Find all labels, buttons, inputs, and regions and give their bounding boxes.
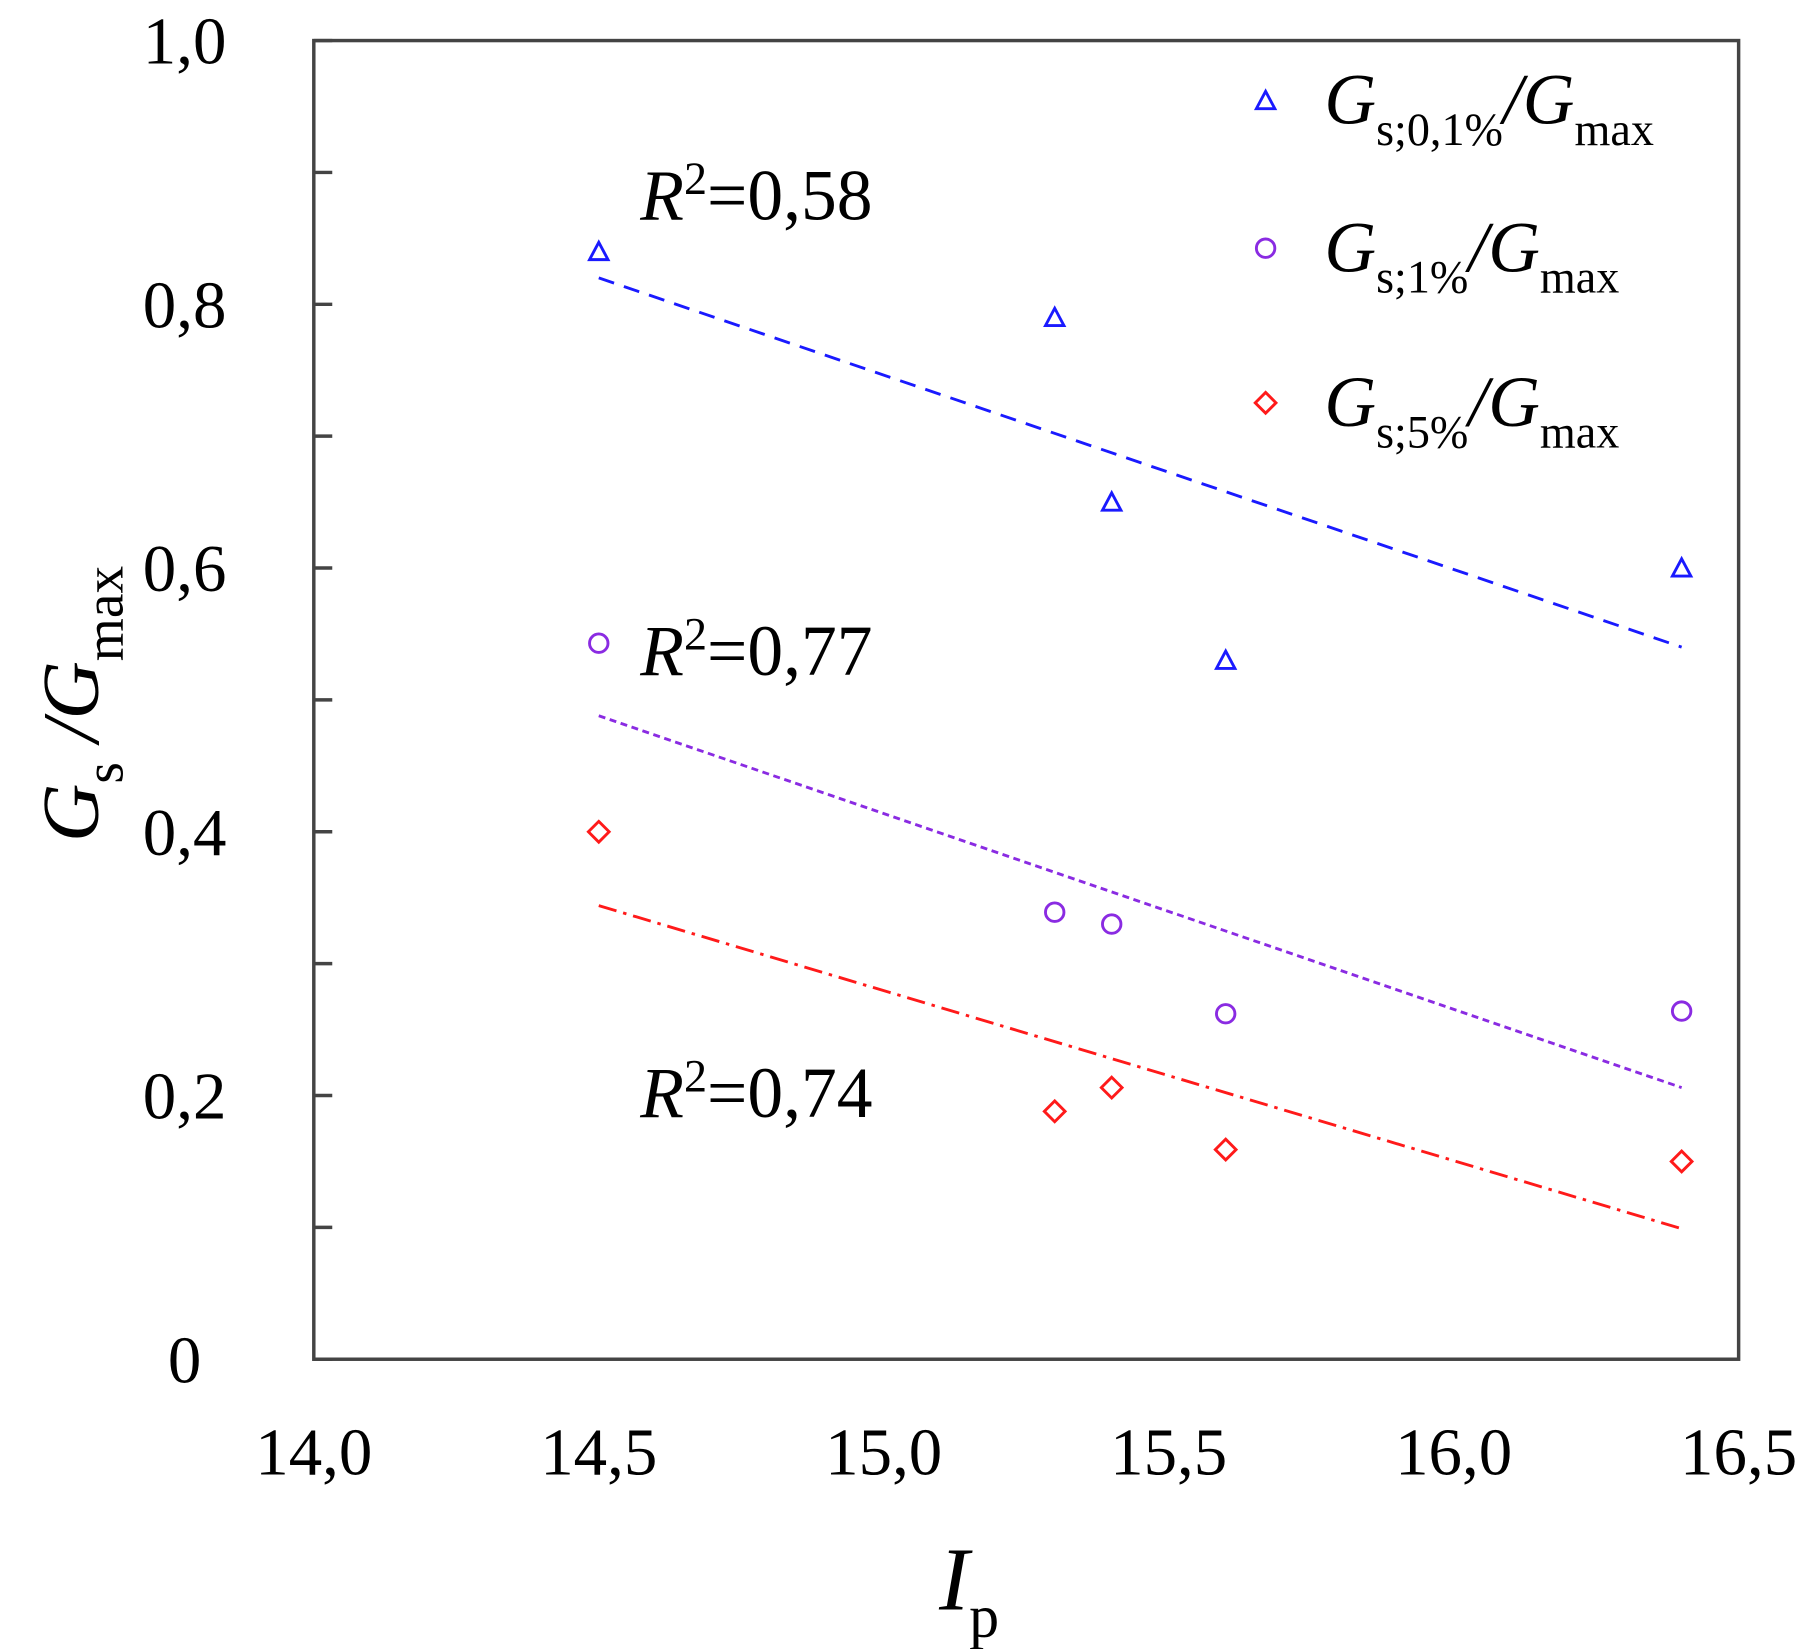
data-point bbox=[1044, 901, 1066, 923]
fit-line bbox=[598, 276, 1683, 649]
data-point bbox=[1669, 1149, 1695, 1174]
data-point bbox=[1669, 555, 1694, 578]
data-point bbox=[588, 632, 610, 654]
data-point bbox=[586, 819, 612, 845]
r-squared-annotation: R2=0,74 bbox=[639, 1051, 872, 1133]
label-part: /G bbox=[1499, 61, 1575, 140]
r-squared-annotation: R2=0,58 bbox=[639, 153, 872, 235]
annotation-sup: 2 bbox=[684, 1051, 707, 1102]
subscript: s;0,1% bbox=[1376, 104, 1503, 155]
data-point bbox=[1215, 1003, 1237, 1025]
x-tick-label: 14,0 bbox=[255, 1416, 372, 1490]
fit-line bbox=[598, 904, 1683, 1231]
data-point bbox=[1101, 913, 1123, 935]
label-part: I bbox=[938, 1531, 973, 1630]
data-point bbox=[1100, 489, 1124, 512]
y-tick-label: 0 bbox=[168, 1323, 201, 1397]
label-part: /G bbox=[1464, 363, 1540, 442]
legend-marker bbox=[1254, 237, 1277, 259]
data-point bbox=[1042, 1098, 1068, 1124]
annotation-text: =0,74 bbox=[707, 1054, 872, 1133]
subscript: max bbox=[1540, 406, 1619, 457]
y-axis-label: Gs /Gmax bbox=[27, 566, 134, 842]
subscript: s bbox=[73, 762, 134, 784]
data-point bbox=[1099, 1075, 1125, 1101]
annotation-text: =0,58 bbox=[707, 156, 872, 235]
x-tick-label: 16,5 bbox=[1680, 1416, 1797, 1490]
fit-line bbox=[598, 714, 1683, 1089]
data-point bbox=[1214, 648, 1238, 670]
annotation-symbol: R bbox=[639, 156, 684, 235]
subscript: max bbox=[73, 566, 134, 661]
annotation-symbol: R bbox=[639, 1054, 684, 1133]
y-tick-label: 0,8 bbox=[143, 268, 227, 342]
legend-label: Gs;0,1%/Gmax bbox=[1324, 61, 1653, 155]
x-tick-label: 16,0 bbox=[1395, 1416, 1512, 1490]
x-tick-label: 15,5 bbox=[1110, 1416, 1227, 1490]
label-part: /G bbox=[1464, 208, 1540, 287]
x-tick-label: 14,5 bbox=[540, 1416, 657, 1490]
x-tick-label: 15,0 bbox=[825, 1416, 942, 1490]
y-tick-label: 1,0 bbox=[143, 5, 227, 79]
label-part: G bbox=[1324, 208, 1376, 287]
label-part: G bbox=[27, 784, 116, 842]
label-part: G bbox=[1324, 363, 1376, 442]
data-point bbox=[1043, 305, 1067, 328]
annotation-sup: 2 bbox=[684, 153, 707, 204]
annotation-text: =0,77 bbox=[707, 612, 872, 691]
label-part: /G bbox=[27, 661, 116, 762]
data-point bbox=[587, 239, 611, 262]
y-tick-label: 0,6 bbox=[143, 532, 227, 606]
y-tick-label: 0,2 bbox=[143, 1060, 227, 1134]
subscript: s;1% bbox=[1376, 252, 1468, 303]
legend-marker bbox=[1253, 88, 1278, 111]
data-point bbox=[1213, 1137, 1239, 1162]
annotation-symbol: R bbox=[639, 612, 684, 691]
label-part: G bbox=[1324, 61, 1376, 140]
subscript: max bbox=[1574, 104, 1653, 155]
legend-label: Gs;5%/Gmax bbox=[1324, 363, 1619, 457]
subscript: p bbox=[969, 1584, 999, 1649]
legend-label: Gs;1%/Gmax bbox=[1324, 208, 1619, 302]
subscript: max bbox=[1540, 252, 1619, 303]
subscript: s;5% bbox=[1376, 406, 1468, 457]
data-point bbox=[1670, 1000, 1693, 1022]
legend-marker bbox=[1253, 390, 1279, 416]
annotation-sup: 2 bbox=[684, 609, 707, 660]
x-axis-label: Ip bbox=[938, 1531, 999, 1649]
y-tick-label: 0,4 bbox=[143, 796, 227, 870]
r-squared-annotation: R2=0,77 bbox=[639, 609, 872, 691]
